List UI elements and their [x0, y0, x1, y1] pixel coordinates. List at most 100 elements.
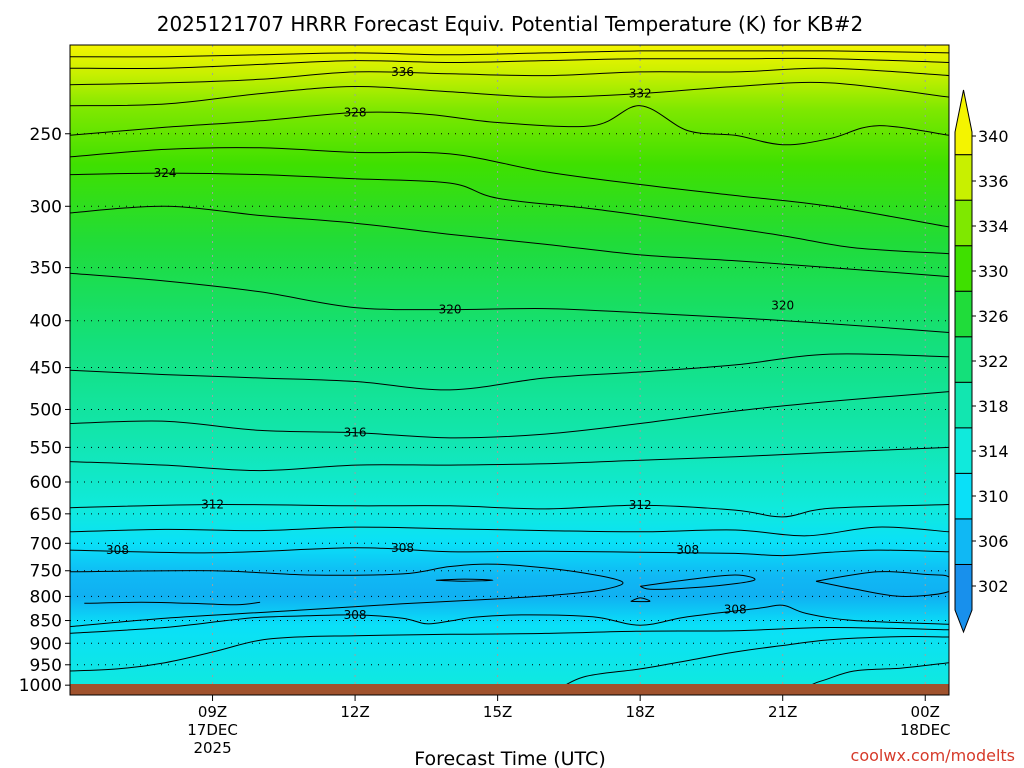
contour-306 [630, 597, 651, 603]
contour-314 [70, 446, 949, 472]
colorbar-tick-label: 306 [978, 532, 1009, 551]
colorbar-band [954, 154, 973, 201]
y-tick-label: 550 [30, 438, 62, 458]
contour-304 [435, 578, 494, 582]
colorbar-tick-label: 314 [978, 442, 1009, 461]
contour-310 [70, 526, 949, 537]
plot-frame [69, 44, 950, 696]
contour-308 [70, 547, 949, 557]
contour-label: 308 [344, 608, 367, 622]
plot-area: 336 332 328 324 320 320 316 312 312 308 308 308 308 3… [70, 45, 949, 695]
contour-332 [70, 67, 949, 86]
contour-label: 316 [344, 426, 367, 440]
contour-label-text: 308 [344, 608, 367, 622]
y-tick-label: 1000 [19, 676, 62, 696]
contour-318 [70, 353, 949, 391]
contour-label-text: 312 [629, 498, 652, 512]
contour-labels: 336 332 328 324 320 320 316 312 312 308 308 308 308 3… [106, 65, 794, 622]
contour-310 [70, 626, 949, 672]
y-tick-label: 750 [30, 562, 62, 582]
contour-lines [70, 50, 949, 695]
ground-layer [70, 684, 949, 695]
colorbar-tick-label: 310 [978, 487, 1009, 506]
y-tick-label: 450 [30, 359, 62, 379]
contour-304 [84, 601, 261, 606]
colorbar-band [954, 518, 973, 565]
colorbar: 340 336 334 330 326 322 318 314 310 306 302 [954, 89, 1009, 634]
colorbar-band [954, 427, 973, 474]
contour-328 [70, 105, 949, 146]
contour-312 [70, 503, 949, 518]
contour-label-text: 308 [724, 603, 747, 617]
contour-label-text: 328 [344, 106, 367, 120]
x-tick-label: 2025 [193, 739, 231, 757]
colorbar-tick-label: 302 [978, 577, 1009, 596]
contour-306 [70, 563, 624, 628]
contour-label-text: 336 [391, 65, 414, 79]
contour-306 [815, 571, 949, 597]
x-axis-label: Forecast Time (UTC) [414, 748, 605, 768]
contour-326 [70, 147, 949, 228]
contour-label-text: 320 [439, 303, 462, 317]
x-tick-label: 00Z [911, 703, 940, 721]
contour-324 [70, 172, 949, 255]
contour-316 [70, 391, 949, 439]
pressure-axis: 2503003504004505005506006507007508008509… [19, 125, 70, 696]
y-tick-label: 950 [30, 656, 62, 676]
colorbar-tick-label: 336 [978, 172, 1009, 191]
contour-label: 336 [391, 65, 414, 79]
contour-320 [70, 272, 949, 333]
contour-334 [70, 57, 949, 69]
x-tick-label: 18Z [625, 703, 654, 721]
colorbar-band [954, 245, 973, 292]
contour-label: 320 [439, 303, 462, 317]
contour-306 [640, 574, 756, 590]
x-tick-label: 21Z [768, 703, 797, 721]
colorbar-band [954, 336, 973, 383]
colorbar-tick-label: 326 [978, 307, 1009, 326]
contour-label: 312 [629, 498, 652, 512]
y-tick-label: 800 [30, 587, 62, 607]
colorbar-band [954, 89, 973, 156]
x-tick-label: 09Z [198, 703, 227, 721]
chart-title: 2025121707 HRRR Forecast Equiv. Potentia… [157, 12, 864, 36]
x-tick-label: 12Z [340, 703, 369, 721]
colorbar-tick-label: 318 [978, 397, 1009, 416]
y-tick-label: 850 [30, 612, 62, 632]
contour-label: 308 [106, 543, 129, 557]
colorbar-band [954, 381, 973, 429]
colorbar-tick-label: 334 [978, 217, 1009, 236]
contour-label: 312 [201, 498, 224, 512]
theta-e-field [70, 45, 949, 695]
colorbar-band [954, 290, 973, 338]
contour-330 [70, 81, 949, 107]
contour-label: 328 [344, 106, 367, 120]
contour-label-text: 324 [154, 166, 177, 180]
contour-312 [549, 635, 949, 695]
y-tick-label: 700 [30, 534, 62, 554]
colorbar-tick-label: 322 [978, 352, 1009, 371]
y-tick-label: 350 [30, 259, 62, 279]
colorbar-tick-label: 340 [978, 127, 1009, 146]
colorbar-band [954, 563, 973, 634]
x-tick-label: 17DEC [187, 721, 238, 739]
contour-308 [70, 604, 949, 634]
contour-336 [70, 50, 949, 58]
contour-label-text: 316 [344, 426, 367, 440]
contour-label: 308 [724, 603, 747, 617]
contour-322 [70, 205, 949, 278]
contour-label: 308 [391, 541, 414, 555]
colorbar-band [954, 472, 973, 520]
y-tick-label: 600 [30, 473, 62, 493]
contour-label: 308 [676, 543, 699, 557]
x-tick-label: 18DEC [900, 721, 951, 739]
y-tick-label: 300 [30, 197, 62, 217]
contour-label-text: 308 [106, 543, 129, 557]
y-tick-label: 250 [30, 125, 62, 145]
contour-label-text: 332 [629, 87, 652, 101]
contour-label-text: 308 [391, 541, 414, 555]
colorbar-band [954, 199, 973, 247]
contour-label-text: 320 [771, 299, 794, 313]
watermark-text: coolwx.com/modelts [851, 746, 1015, 765]
